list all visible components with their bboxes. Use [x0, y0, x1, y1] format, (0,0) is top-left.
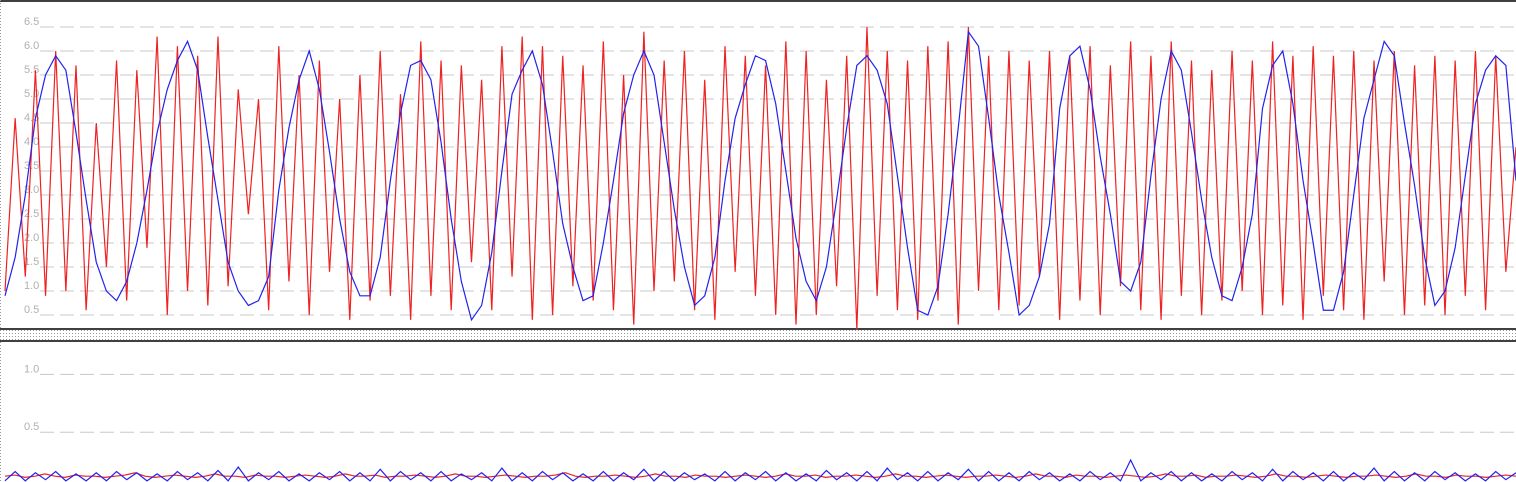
- data-line: [4, 472, 1516, 478]
- left-edge: [0, 0, 3, 482]
- y-tick-label: 3.0: [24, 184, 39, 196]
- data-line: [4, 458, 1516, 482]
- y-tick-label: 1.0: [24, 280, 39, 292]
- y-tick-label: 2.0: [24, 232, 39, 244]
- y-tick-label: 6.0: [24, 40, 39, 52]
- y-tick-label: 0.5: [24, 304, 39, 316]
- y-tick-label: 3.5: [24, 160, 39, 172]
- y-tick-label: 6.5: [24, 16, 39, 28]
- data-line: [4, 26, 1516, 330]
- splitter[interactable]: [0, 329, 1516, 341]
- y-tick-label: 1.5: [24, 256, 39, 268]
- y-tick-label: 5.0: [24, 88, 39, 100]
- y-tick-label: 1.0: [24, 363, 39, 375]
- data-line: [4, 30, 1516, 322]
- y-tick-label: 0.5: [24, 421, 39, 433]
- y-tick-label: 2.5: [24, 208, 39, 220]
- y-tick-label: 5.5: [24, 64, 39, 76]
